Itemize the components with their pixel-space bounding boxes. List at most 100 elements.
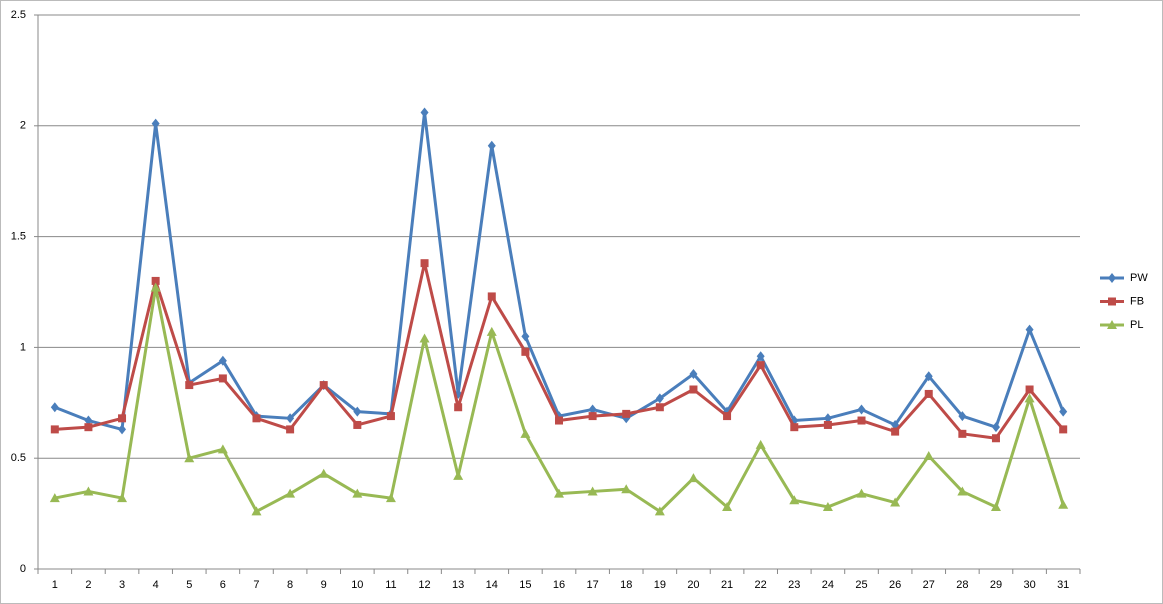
marker: [822, 501, 833, 511]
x-tick-label: 17: [586, 579, 598, 591]
marker: [587, 486, 598, 496]
x-tick-label: 10: [351, 579, 363, 591]
x-tick-label: 12: [418, 579, 430, 591]
marker: [386, 412, 395, 421]
marker: [252, 414, 261, 423]
y-tick-label: 1.5: [11, 231, 26, 243]
marker: [924, 371, 933, 382]
x-tick-label: 14: [486, 579, 498, 591]
marker: [856, 488, 867, 498]
marker: [487, 140, 496, 151]
x-tick-label: 23: [788, 579, 800, 591]
x-tick-label: 21: [721, 579, 733, 591]
y-tick-label: 2: [20, 120, 26, 132]
x-tick-label: 9: [321, 579, 327, 591]
marker: [990, 501, 1001, 511]
marker: [857, 416, 866, 425]
marker: [823, 413, 832, 424]
marker: [755, 439, 766, 449]
x-tick-label: 30: [1023, 579, 1035, 591]
y-tick-label: 0.5: [11, 452, 26, 464]
marker: [217, 444, 228, 454]
legend-label: PL: [1130, 319, 1143, 331]
marker: [655, 393, 664, 404]
y-tick-label: 1: [20, 341, 26, 353]
marker: [621, 484, 632, 494]
marker: [83, 486, 94, 496]
marker: [1059, 425, 1068, 434]
marker: [50, 402, 59, 413]
marker: [84, 423, 93, 432]
marker: [1025, 385, 1034, 394]
marker: [622, 409, 631, 418]
marker: [353, 420, 362, 429]
y-tick-label: 0: [20, 563, 26, 575]
marker: [117, 493, 128, 503]
marker: [486, 326, 497, 336]
marker: [521, 347, 530, 356]
marker: [555, 416, 563, 425]
marker: [521, 331, 530, 342]
x-tick-label: 24: [822, 579, 834, 591]
marker: [689, 368, 698, 379]
marker: [420, 259, 429, 268]
marker: [319, 381, 328, 390]
marker: [1024, 393, 1035, 403]
x-tick-label: 8: [287, 579, 293, 591]
x-tick-label: 29: [990, 579, 1002, 591]
marker: [1025, 324, 1034, 335]
marker: [688, 473, 699, 483]
marker: [958, 429, 967, 438]
x-tick-label: 15: [519, 579, 531, 591]
marker: [655, 403, 664, 412]
marker: [756, 361, 765, 370]
marker: [1058, 499, 1069, 509]
x-tick-label: 27: [923, 579, 935, 591]
marker: [419, 333, 430, 343]
marker: [1059, 406, 1068, 417]
x-tick-label: 22: [755, 579, 767, 591]
marker: [285, 488, 296, 498]
marker: [588, 404, 597, 415]
marker: [487, 292, 496, 301]
x-tick-label: 6: [220, 579, 226, 591]
marker: [588, 412, 597, 421]
marker: [723, 412, 732, 421]
marker: [991, 434, 1000, 443]
x-tick-label: 16: [553, 579, 565, 591]
marker: [823, 420, 832, 429]
marker: [286, 425, 295, 434]
marker: [689, 385, 698, 394]
x-tick-label: 4: [153, 579, 159, 591]
marker: [722, 501, 733, 511]
marker: [118, 424, 127, 435]
marker: [218, 355, 227, 366]
x-tick-label: 1: [52, 579, 58, 591]
x-tick-label: 13: [452, 579, 464, 591]
marker: [184, 453, 195, 463]
x-tick-label: 2: [85, 579, 91, 591]
marker: [890, 497, 901, 507]
marker: [150, 282, 161, 292]
marker: [185, 381, 194, 390]
legend-label: FB: [1130, 295, 1144, 307]
marker: [958, 411, 967, 422]
marker: [520, 428, 531, 438]
marker: [50, 425, 59, 434]
marker: [1107, 320, 1117, 329]
marker: [218, 374, 227, 383]
marker: [454, 403, 463, 412]
marker: [352, 488, 363, 498]
marker: [1108, 273, 1116, 283]
marker: [991, 422, 1000, 433]
y-tick-label: 2.5: [11, 9, 26, 21]
marker: [151, 276, 160, 285]
x-tick-label: 25: [855, 579, 867, 591]
x-tick-label: 19: [654, 579, 666, 591]
marker: [554, 488, 564, 498]
marker: [84, 415, 93, 426]
marker: [318, 468, 329, 478]
marker: [251, 506, 262, 516]
